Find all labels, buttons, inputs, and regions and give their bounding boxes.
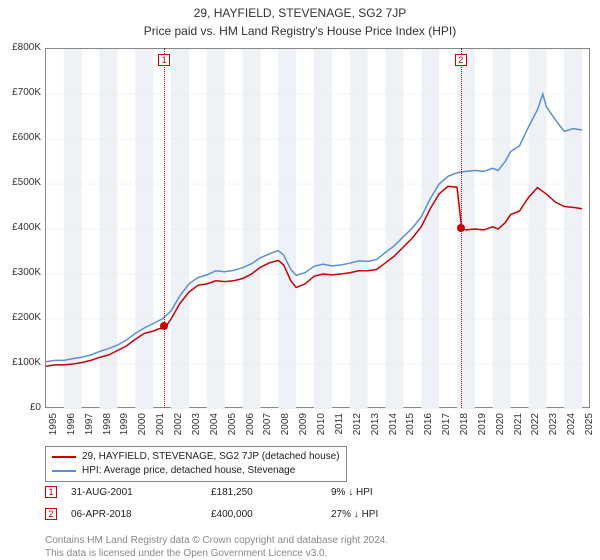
chart-container: 29, HAYFIELD, STEVENAGE, SG2 7JP Price p… bbox=[0, 0, 600, 560]
marker-dot-2 bbox=[457, 224, 465, 232]
xtick-label: 2023 bbox=[548, 413, 559, 443]
legend-item-property: 29, HAYFIELD, STEVENAGE, SG2 7JP (detach… bbox=[52, 450, 340, 464]
footnote-line-1: Contains HM Land Registry data © Crown c… bbox=[45, 534, 590, 547]
legend-item-hpi: HPI: Average price, detached house, Stev… bbox=[52, 464, 340, 478]
xtick-label: 2011 bbox=[334, 413, 345, 443]
footnote: Contains HM Land Registry data © Crown c… bbox=[45, 534, 590, 560]
xtick-label: 1995 bbox=[48, 413, 59, 443]
marker-row-date: 06-APR-2018 bbox=[71, 509, 211, 520]
legend-label: 29, HAYFIELD, STEVENAGE, SG2 7JP (detach… bbox=[82, 450, 340, 464]
ytick-label: £300K bbox=[1, 267, 41, 278]
xtick-label: 2007 bbox=[262, 413, 273, 443]
marker-row-diff: 27% ↓ HPI bbox=[331, 509, 378, 520]
footnote-line-2: This data is licensed under the Open Gov… bbox=[45, 547, 590, 560]
marker-row-box: 1 bbox=[45, 486, 57, 498]
legend-swatch bbox=[52, 456, 76, 458]
ytick-label: £200K bbox=[1, 312, 41, 323]
chart-subtitle: Price paid vs. HM Land Registry's House … bbox=[0, 20, 600, 42]
xtick-label: 2008 bbox=[280, 413, 291, 443]
marker-box-2: 2 bbox=[455, 54, 467, 66]
plot-area bbox=[45, 48, 590, 408]
xtick-label: 2013 bbox=[370, 413, 381, 443]
xtick-label: 2017 bbox=[441, 413, 452, 443]
xtick-label: 2025 bbox=[584, 413, 595, 443]
marker-row-date: 31-AUG-2001 bbox=[71, 487, 211, 498]
xtick-label: 2015 bbox=[405, 413, 416, 443]
ytick-label: £500K bbox=[1, 177, 41, 188]
chart-title: 29, HAYFIELD, STEVENAGE, SG2 7JP bbox=[0, 0, 600, 20]
xtick-label: 2012 bbox=[352, 413, 363, 443]
ytick-label: £400K bbox=[1, 222, 41, 233]
xtick-label: 2006 bbox=[245, 413, 256, 443]
xtick-label: 2016 bbox=[423, 413, 434, 443]
xtick-label: 2001 bbox=[155, 413, 166, 443]
marker-row-2: 2 06-APR-2018£400,00027% ↓ HPI bbox=[45, 508, 565, 520]
xtick-label: 1999 bbox=[119, 413, 130, 443]
xtick-label: 2024 bbox=[566, 413, 577, 443]
xtick-label: 2009 bbox=[298, 413, 309, 443]
xtick-label: 1996 bbox=[66, 413, 77, 443]
xtick-label: 2014 bbox=[388, 413, 399, 443]
xtick-label: 2000 bbox=[137, 413, 148, 443]
xtick-label: 2004 bbox=[209, 413, 220, 443]
xtick-label: 2010 bbox=[316, 413, 327, 443]
marker-row-price: £400,000 bbox=[211, 509, 331, 520]
legend: 29, HAYFIELD, STEVENAGE, SG2 7JP (detach… bbox=[45, 446, 347, 482]
xtick-label: 2022 bbox=[530, 413, 541, 443]
marker-row-price: £181,250 bbox=[211, 487, 331, 498]
xtick-label: 2020 bbox=[495, 413, 506, 443]
marker-box-1: 1 bbox=[158, 54, 170, 66]
xtick-label: 2018 bbox=[459, 413, 470, 443]
xtick-label: 2019 bbox=[477, 413, 488, 443]
xtick-label: 1998 bbox=[102, 413, 113, 443]
legend-label: HPI: Average price, detached house, Stev… bbox=[82, 464, 295, 478]
marker-line-1 bbox=[164, 48, 165, 408]
xtick-label: 2021 bbox=[513, 413, 524, 443]
ytick-label: £800K bbox=[1, 42, 41, 53]
xtick-label: 1997 bbox=[84, 413, 95, 443]
legend-swatch bbox=[52, 470, 76, 472]
xtick-label: 2002 bbox=[173, 413, 184, 443]
marker-row-box: 2 bbox=[45, 508, 57, 520]
marker-row-diff: 9% ↓ HPI bbox=[331, 487, 373, 498]
ytick-label: £0 bbox=[1, 402, 41, 413]
ytick-label: £100K bbox=[1, 357, 41, 368]
xtick-label: 2003 bbox=[191, 413, 202, 443]
ytick-label: £600K bbox=[1, 132, 41, 143]
plot-svg bbox=[46, 49, 591, 409]
ytick-label: £700K bbox=[1, 87, 41, 98]
marker-row-1: 1 31-AUG-2001£181,2509% ↓ HPI bbox=[45, 486, 565, 498]
xtick-label: 2005 bbox=[227, 413, 238, 443]
